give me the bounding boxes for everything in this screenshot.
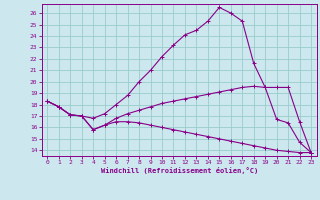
X-axis label: Windchill (Refroidissement éolien,°C): Windchill (Refroidissement éolien,°C): [100, 167, 258, 174]
